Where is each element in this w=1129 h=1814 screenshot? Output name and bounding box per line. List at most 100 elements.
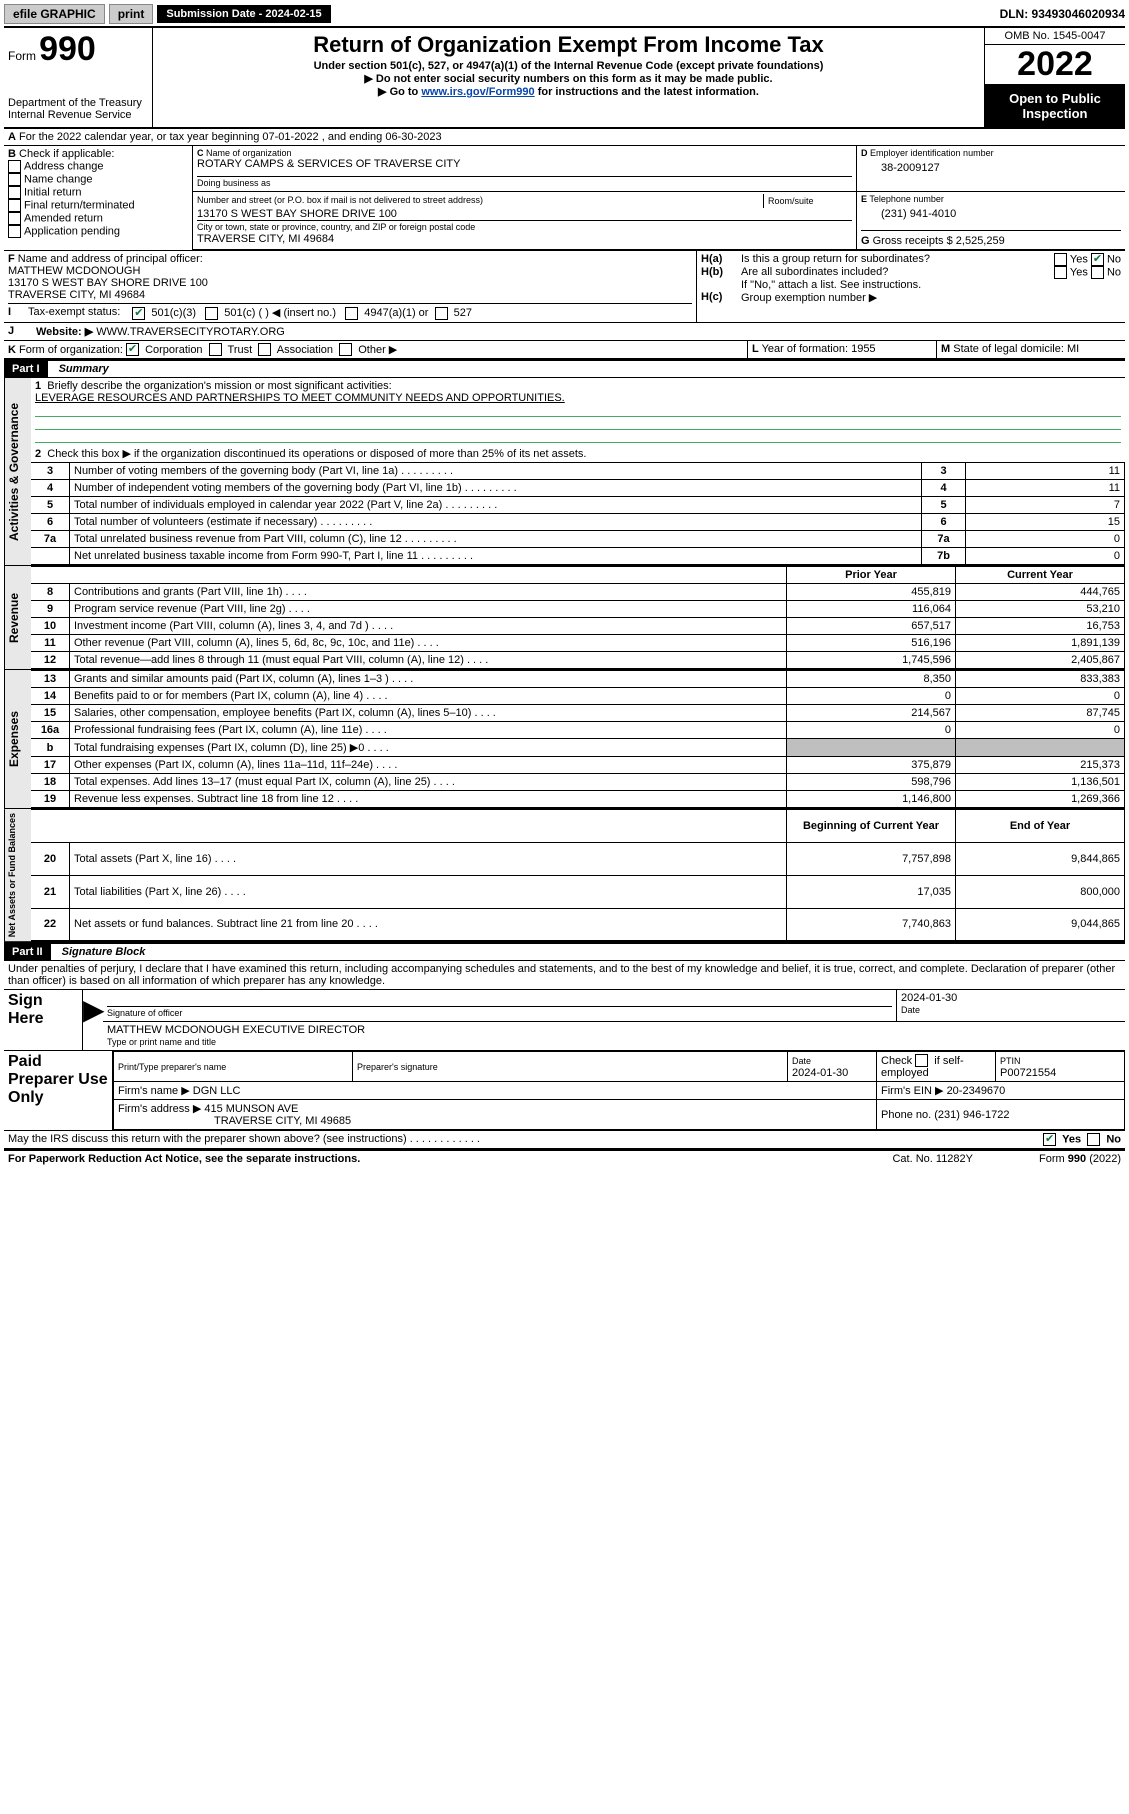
cb-501c[interactable] bbox=[205, 307, 218, 320]
org-name: ROTARY CAMPS & SERVICES OF TRAVERSE CITY bbox=[197, 158, 852, 170]
footer: For Paperwork Reduction Act Notice, see … bbox=[4, 1151, 1125, 1167]
cb-other[interactable] bbox=[339, 343, 352, 356]
cb-corp[interactable] bbox=[126, 343, 139, 356]
p-date-lbl: Date bbox=[792, 1056, 811, 1066]
phone: (231) 941-4010 bbox=[861, 204, 1121, 220]
goto-post: for instructions and the latest informat… bbox=[535, 86, 759, 98]
l1-text: Briefly describe the organization's miss… bbox=[47, 380, 391, 392]
expenses-table: 13Grants and similar amounts paid (Part … bbox=[31, 670, 1125, 808]
city-state-zip: TRAVERSE CITY, MI 49684 bbox=[197, 233, 852, 245]
dba-lbl: Doing business as bbox=[197, 178, 271, 188]
irs: Internal Revenue Service bbox=[8, 109, 148, 121]
cb-527[interactable] bbox=[435, 307, 448, 320]
efile-label: efile GRAPHIC bbox=[4, 4, 105, 24]
officer-addr2: TRAVERSE CITY, MI 49684 bbox=[8, 289, 145, 301]
ptin: P00721554 bbox=[1000, 1067, 1056, 1079]
preparer-table: Print/Type preparer's name Preparer's si… bbox=[113, 1051, 1125, 1130]
form-header: Form 990 Department of the Treasury Inte… bbox=[4, 26, 1125, 129]
part2-title: Signature Block bbox=[54, 944, 154, 960]
cb-final-return[interactable]: Final return/terminated bbox=[24, 199, 135, 211]
form990-link[interactable]: www.irs.gov/Form990 bbox=[421, 86, 534, 98]
side-expenses: Expenses bbox=[4, 670, 31, 808]
cb-name-change[interactable]: Name change bbox=[24, 173, 93, 185]
cb-amended[interactable]: Amended return bbox=[24, 212, 103, 224]
year-formation: 1955 bbox=[851, 343, 875, 355]
p-sig-lbl: Preparer's signature bbox=[357, 1062, 438, 1072]
ha-yes[interactable] bbox=[1054, 253, 1067, 266]
hc-text: Group exemption number ▶ bbox=[741, 291, 877, 304]
perjury-declaration: Under penalties of perjury, I declare th… bbox=[4, 961, 1125, 990]
o-other: Other ▶ bbox=[358, 344, 397, 356]
officer-name-title: MATTHEW MCDONOUGH EXECUTIVE DIRECTOR bbox=[107, 1024, 1121, 1036]
line-a: A For the 2022 calendar year, or tax yea… bbox=[4, 129, 1125, 146]
cb-assoc[interactable] bbox=[258, 343, 271, 356]
firm-addr1: 415 MUNSON AVE bbox=[204, 1103, 298, 1115]
hb-no[interactable] bbox=[1091, 266, 1104, 279]
side-governance: Activities & Governance bbox=[4, 378, 31, 565]
may-yes[interactable] bbox=[1043, 1133, 1056, 1146]
dln: DLN: 93493046020934 bbox=[1000, 7, 1125, 21]
line-j: J Website: ▶ WWW.TRAVERSECITYROTARY.ORG bbox=[4, 323, 1125, 341]
c-name-lbl: Name of organization bbox=[206, 148, 292, 158]
ein-lbl: Employer identification number bbox=[870, 148, 994, 158]
phone-lbl: Telephone number bbox=[869, 194, 944, 204]
domicile: MI bbox=[1067, 343, 1079, 355]
cb-self-employed[interactable] bbox=[915, 1054, 928, 1067]
rev-block: Revenue Prior YearCurrent Year8Contribut… bbox=[4, 566, 1125, 670]
side-netassets: Net Assets or Fund Balances bbox=[4, 809, 31, 941]
o-assoc: Association bbox=[277, 344, 333, 356]
cb-initial-return[interactable]: Initial return bbox=[24, 186, 81, 198]
officer-name: MATTHEW MCDONOUGH bbox=[8, 265, 140, 277]
name-title-lbl: Type or print name and title bbox=[107, 1037, 216, 1047]
may-discuss: May the IRS discuss this return with the… bbox=[8, 1133, 407, 1145]
fh-block: F Name and address of principal officer:… bbox=[4, 251, 1125, 323]
cb-address-change[interactable]: Address change bbox=[24, 160, 104, 172]
cb-trust[interactable] bbox=[209, 343, 222, 356]
print-button[interactable]: print bbox=[109, 4, 154, 24]
line-a-text: For the 2022 calendar year, or tax year … bbox=[19, 131, 442, 143]
hb-yes[interactable] bbox=[1054, 266, 1067, 279]
form-word: Form bbox=[8, 49, 36, 63]
revenue-table: Prior YearCurrent Year8Contributions and… bbox=[31, 566, 1125, 669]
subtitle-1: Under section 501(c), 527, or 4947(a)(1)… bbox=[159, 60, 978, 72]
o-501c3: 501(c)(3) bbox=[151, 307, 196, 319]
top-bar: efile GRAPHIC print Submission Date - 20… bbox=[4, 4, 1125, 24]
o-501c: 501(c) ( ) ◀ (insert no.) bbox=[224, 307, 336, 319]
ha-text: Is this a group return for subordinates? bbox=[741, 253, 1054, 266]
open-public: Open to Public Inspection bbox=[985, 85, 1125, 127]
l2-text: Check this box ▶ if the organization dis… bbox=[47, 448, 586, 460]
paid-preparer-block: Paid Preparer Use Only Print/Type prepar… bbox=[4, 1051, 1125, 1131]
part2-hdr: Part II bbox=[4, 944, 51, 960]
firm-lbl: Firm's name ▶ bbox=[118, 1085, 190, 1097]
date-lbl: Date bbox=[901, 1005, 920, 1015]
m-lbl: State of legal domicile: bbox=[953, 343, 1064, 355]
omb-number: OMB No. 1545-0047 bbox=[985, 28, 1125, 45]
firm-addr2: TRAVERSE CITY, MI 49685 bbox=[118, 1115, 351, 1127]
subtitle-3: Go to www.irs.gov/Form990 for instructio… bbox=[159, 85, 978, 98]
p-check-lbl: Check if self-employed bbox=[881, 1055, 964, 1080]
ha-no[interactable] bbox=[1091, 253, 1104, 266]
p-name-lbl: Print/Type preparer's name bbox=[118, 1062, 226, 1072]
gross-lbl: Gross receipts $ bbox=[873, 235, 953, 247]
part1-body: Activities & Governance 1 Briefly descri… bbox=[4, 378, 1125, 566]
cb-4947[interactable] bbox=[345, 307, 358, 320]
form-title: Return of Organization Exempt From Incom… bbox=[159, 32, 978, 58]
paid-preparer: Paid Preparer Use Only bbox=[4, 1051, 113, 1130]
o-corp: Corporation bbox=[145, 344, 202, 356]
ein: 38-2009127 bbox=[861, 158, 1121, 174]
may-discuss-row: May the IRS discuss this return with the… bbox=[4, 1131, 1125, 1151]
may-no[interactable] bbox=[1087, 1133, 1100, 1146]
o-527: 527 bbox=[454, 307, 472, 319]
dept-treasury: Department of the Treasury bbox=[8, 97, 148, 109]
city-lbl: City or town, state or province, country… bbox=[197, 222, 475, 232]
cb-501c3[interactable] bbox=[132, 307, 145, 320]
room-lbl: Room/suite bbox=[763, 194, 852, 208]
o-4947: 4947(a)(1) or bbox=[364, 307, 428, 319]
k-lbl: Form of organization: bbox=[19, 344, 123, 356]
o-trust: Trust bbox=[228, 344, 253, 356]
website: WWW.TRAVERSECITYROTARY.ORG bbox=[96, 326, 285, 338]
form-number: 990 bbox=[39, 30, 96, 68]
cb-app-pending[interactable]: Application pending bbox=[24, 225, 120, 237]
submission-date: Submission Date - 2024-02-15 bbox=[157, 5, 330, 23]
na-block: Net Assets or Fund Balances Beginning of… bbox=[4, 809, 1125, 944]
